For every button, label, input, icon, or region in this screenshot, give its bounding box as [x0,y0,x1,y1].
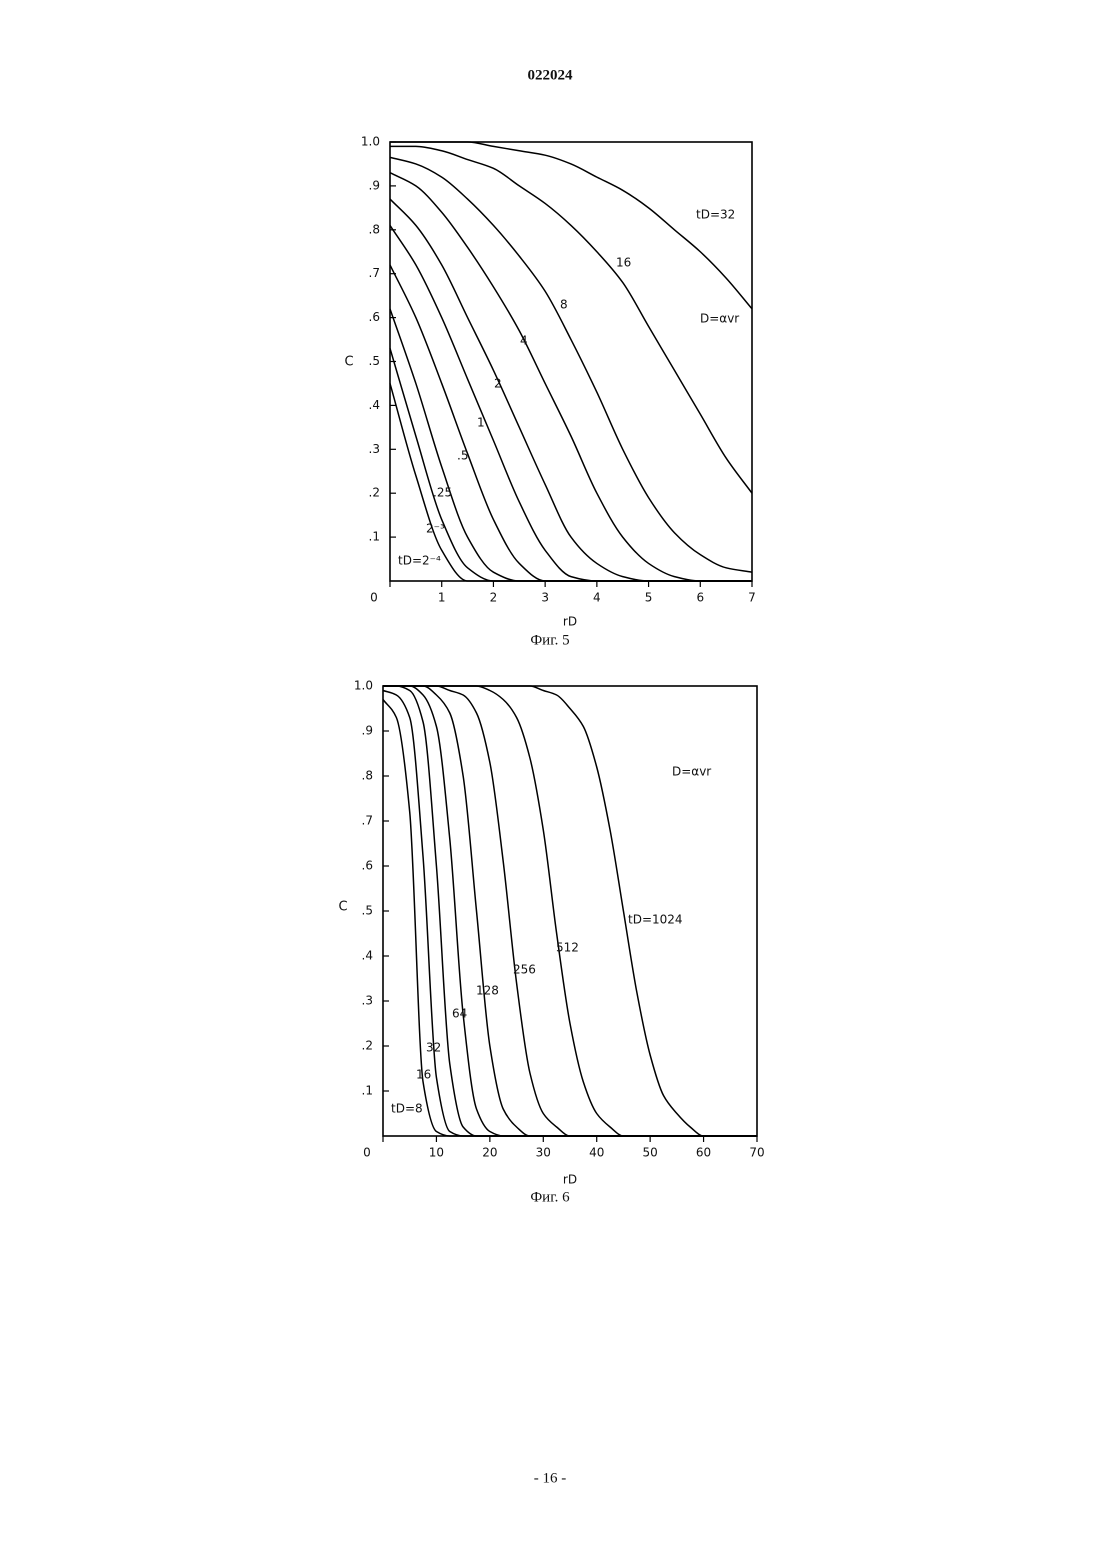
x-tick-label: 0 [370,591,378,605]
y-tick-label: .4 [369,398,380,412]
y-tick-label: .1 [362,1084,373,1098]
page-footer: - 16 - [534,1470,567,1486]
curve-label: .25 [433,486,452,500]
curve-label: 16 [616,256,631,270]
y-tick-label: .4 [362,949,373,963]
y-tick-label: .2 [369,486,380,500]
curve-label: 32 [426,1041,441,1055]
x-tick-label: 5 [645,591,653,605]
curve-label: 2 [494,377,502,391]
x-tick-label: 2 [490,591,498,605]
curve [390,383,752,581]
curve-label: 2⁻³ [426,522,445,536]
page: 022024 - 16 - .1 .2 .3 .4 .5 .6 .7 .8 .9 1.0 0 1 2 3 4… [0,0,1100,1556]
x-tick-label: 3 [541,591,549,605]
y-tick-label: .8 [369,222,380,236]
curve-label: 512 [556,941,579,955]
curve-label: tD=8 [391,1102,423,1116]
y-tick-label: .2 [362,1039,373,1053]
curve-label: 4 [520,334,528,348]
x-tick-label: 1 [438,591,446,605]
curve-label: tD=2⁻⁴ [398,554,441,568]
curve-label: 8 [560,298,568,312]
y-tick-label: 1.0 [354,679,373,693]
curve-label: tD=32 [696,208,735,222]
x-tick-label: 4 [593,591,601,605]
curve-label: 64 [452,1007,467,1021]
x-axis-label: rD [563,1173,577,1187]
curve [383,686,757,1136]
curve-label: .5 [457,449,468,463]
figure-caption: Фиг. 5 [530,632,569,648]
y-tick-label: .9 [369,178,380,192]
x-tick-label: 70 [749,1146,764,1160]
y-tick-label: .1 [369,530,380,544]
annotation: D=αvr [672,765,711,779]
y-tick-label: .5 [362,904,373,918]
x-tick-label: 6 [696,591,704,605]
y-tick-label: .9 [362,724,373,738]
y-tick-label: .3 [362,994,373,1008]
x-tick-label: 30 [536,1146,551,1160]
curve [390,173,752,581]
x-tick-label: 20 [482,1146,497,1160]
x-axis-label: rD [563,615,577,629]
curve-label: 16 [416,1068,431,1082]
y-tick-label: .5 [369,354,380,368]
curve-label: 256 [513,963,536,977]
y-tick-label: .8 [362,769,373,783]
document: 022024 - 16 - .1 .2 .3 .4 .5 .6 .7 .8 .9 1.0 0 1 2 3 4… [0,0,1100,1556]
figure-caption: Фиг. 6 [530,1189,570,1205]
x-tick-label: 0 [363,1146,371,1160]
y-axis-label: C [338,900,347,915]
y-tick-label: .3 [369,442,380,456]
y-axis-label: C [344,355,353,370]
y-tick-label: .6 [362,859,373,873]
page-header: 022024 [528,67,574,83]
y-tick-label: .7 [369,266,380,280]
x-tick-label: 7 [748,591,756,605]
x-tick-label: 10 [429,1146,444,1160]
annotation: D=αvr [700,312,739,326]
x-tick-label: 50 [643,1146,658,1160]
x-tick-label: 60 [696,1146,711,1160]
curve-label: tD=1024 [628,913,683,927]
y-tick-label: .7 [362,814,373,828]
curve [390,348,752,581]
curve-label: 128 [476,984,499,998]
curve [390,309,752,581]
y-tick-label: 1.0 [361,135,380,149]
y-tick-label: .6 [369,310,380,324]
curve-label: 1 [477,416,485,430]
curve [390,146,752,493]
x-tick-label: 40 [589,1146,604,1160]
